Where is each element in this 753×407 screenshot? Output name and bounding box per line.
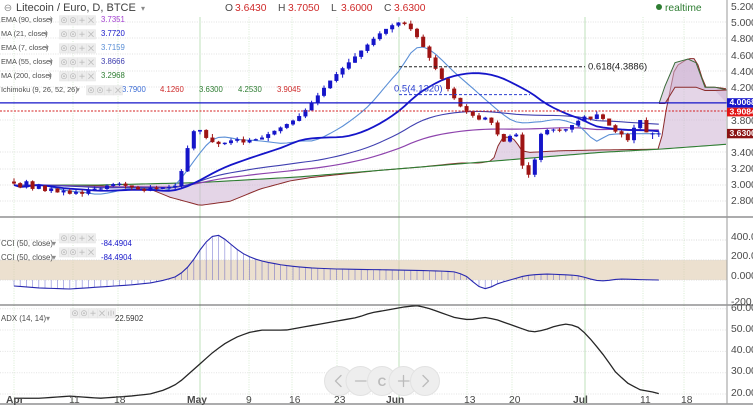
svg-text:18: 18 (681, 395, 693, 406)
svg-text:L: L (331, 3, 337, 14)
svg-text:H: H (278, 3, 285, 14)
svg-text:3.9045: 3.9045 (277, 85, 302, 94)
svg-text:3.0000: 3.0000 (731, 180, 753, 191)
svg-text:4.6000: 4.6000 (731, 51, 753, 62)
svg-text:CCI (50, close): CCI (50, close) (1, 239, 53, 248)
svg-text:22.5902: 22.5902 (115, 314, 143, 323)
svg-text:C: C (384, 3, 392, 14)
svg-text:5.0000: 5.0000 (731, 18, 753, 29)
svg-text:3.6000: 3.6000 (341, 3, 373, 14)
svg-text:ADX (14, 14): ADX (14, 14) (1, 314, 46, 323)
svg-text:MA (200, close): MA (200, close) (1, 71, 52, 80)
svg-text:3.2968: 3.2968 (101, 71, 125, 80)
svg-text:O: O (225, 3, 233, 14)
svg-text:3.4000: 3.4000 (731, 148, 753, 159)
svg-text:4.2000: 4.2000 (731, 83, 753, 94)
svg-text:realtime: realtime (665, 3, 702, 14)
svg-text:EMA (90, close): EMA (90, close) (1, 15, 53, 24)
svg-text:3.8666: 3.8666 (101, 57, 125, 66)
svg-text:0.618(4.3886): 0.618(4.3886) (588, 62, 647, 73)
svg-text:▾: ▾ (49, 15, 53, 24)
svg-text:▾: ▾ (44, 29, 48, 38)
svg-text:3.9084: 3.9084 (730, 106, 753, 116)
svg-text:0.5(4.1320): 0.5(4.1320) (394, 84, 443, 95)
svg-text:2.8000: 2.8000 (731, 196, 753, 207)
svg-text:Ichimoku (9, 26, 52, 26): Ichimoku (9, 26, 52, 26) (1, 85, 78, 94)
svg-text:0.0000: 0.0000 (731, 271, 753, 282)
svg-text:40.0000: 40.0000 (731, 345, 753, 356)
svg-text:Jul: Jul (573, 395, 588, 406)
svg-text:3.7900: 3.7900 (122, 85, 147, 94)
svg-text:EMA (7, close): EMA (7, close) (1, 43, 48, 52)
svg-text:EMA (55, close): EMA (55, close) (1, 57, 53, 66)
svg-text:Jun: Jun (386, 395, 404, 406)
svg-text:-84.4904: -84.4904 (101, 253, 132, 262)
svg-text:Litecoin / Euro, D, BTCE: Litecoin / Euro, D, BTCE (16, 2, 136, 14)
svg-text:11: 11 (640, 395, 651, 406)
svg-text:16: 16 (289, 395, 301, 406)
svg-text:MA (21, close): MA (21, close) (1, 29, 48, 38)
svg-text:Apr: Apr (6, 395, 24, 406)
svg-text:13: 13 (464, 395, 476, 406)
svg-text:3.6300: 3.6300 (199, 85, 224, 94)
svg-text:4.4000: 4.4000 (731, 67, 753, 78)
svg-text:▾: ▾ (46, 314, 50, 323)
svg-text:50.0000: 50.0000 (731, 324, 753, 335)
svg-text:3.7720: 3.7720 (101, 29, 126, 38)
svg-text:3.6300: 3.6300 (730, 128, 753, 138)
svg-text:3.2000: 3.2000 (731, 164, 753, 175)
svg-text:C: C (378, 375, 387, 389)
svg-text:▾: ▾ (141, 4, 145, 13)
svg-text:4.8000: 4.8000 (731, 34, 753, 45)
svg-text:3.7159: 3.7159 (101, 43, 125, 52)
svg-text:⊖: ⊖ (4, 3, 12, 14)
svg-text:9: 9 (246, 395, 252, 406)
svg-text:11: 11 (69, 395, 80, 406)
svg-text:20.0000: 20.0000 (731, 388, 753, 399)
svg-text:4.2530: 4.2530 (238, 85, 263, 94)
svg-text:4.1260: 4.1260 (160, 85, 185, 94)
svg-text:23: 23 (334, 395, 346, 406)
svg-text:18: 18 (114, 395, 126, 406)
svg-text:30.0000: 30.0000 (731, 366, 753, 377)
svg-text:3.6300: 3.6300 (394, 3, 426, 14)
svg-text:3.7351: 3.7351 (101, 15, 125, 24)
svg-text:May: May (187, 395, 207, 406)
svg-text:▾: ▾ (52, 239, 56, 248)
svg-text:5.2000: 5.2000 (731, 2, 753, 13)
svg-text:▾: ▾ (76, 85, 80, 94)
svg-text:20: 20 (509, 395, 521, 406)
svg-text:-84.4904: -84.4904 (101, 239, 132, 248)
svg-text:400.000: 400.000 (731, 232, 753, 243)
svg-text:60.0000: 60.0000 (731, 303, 753, 314)
svg-text:▾: ▾ (45, 43, 49, 52)
svg-text:▾: ▾ (48, 71, 52, 80)
svg-text:3.8000: 3.8000 (731, 116, 753, 127)
svg-text:3.6430: 3.6430 (235, 3, 267, 14)
svg-text:▾: ▾ (52, 253, 56, 262)
svg-text:3.7050: 3.7050 (288, 3, 320, 14)
svg-text:200.000: 200.000 (731, 251, 753, 262)
svg-text:CCI (50, close): CCI (50, close) (1, 253, 53, 262)
svg-text:▾: ▾ (49, 57, 53, 66)
